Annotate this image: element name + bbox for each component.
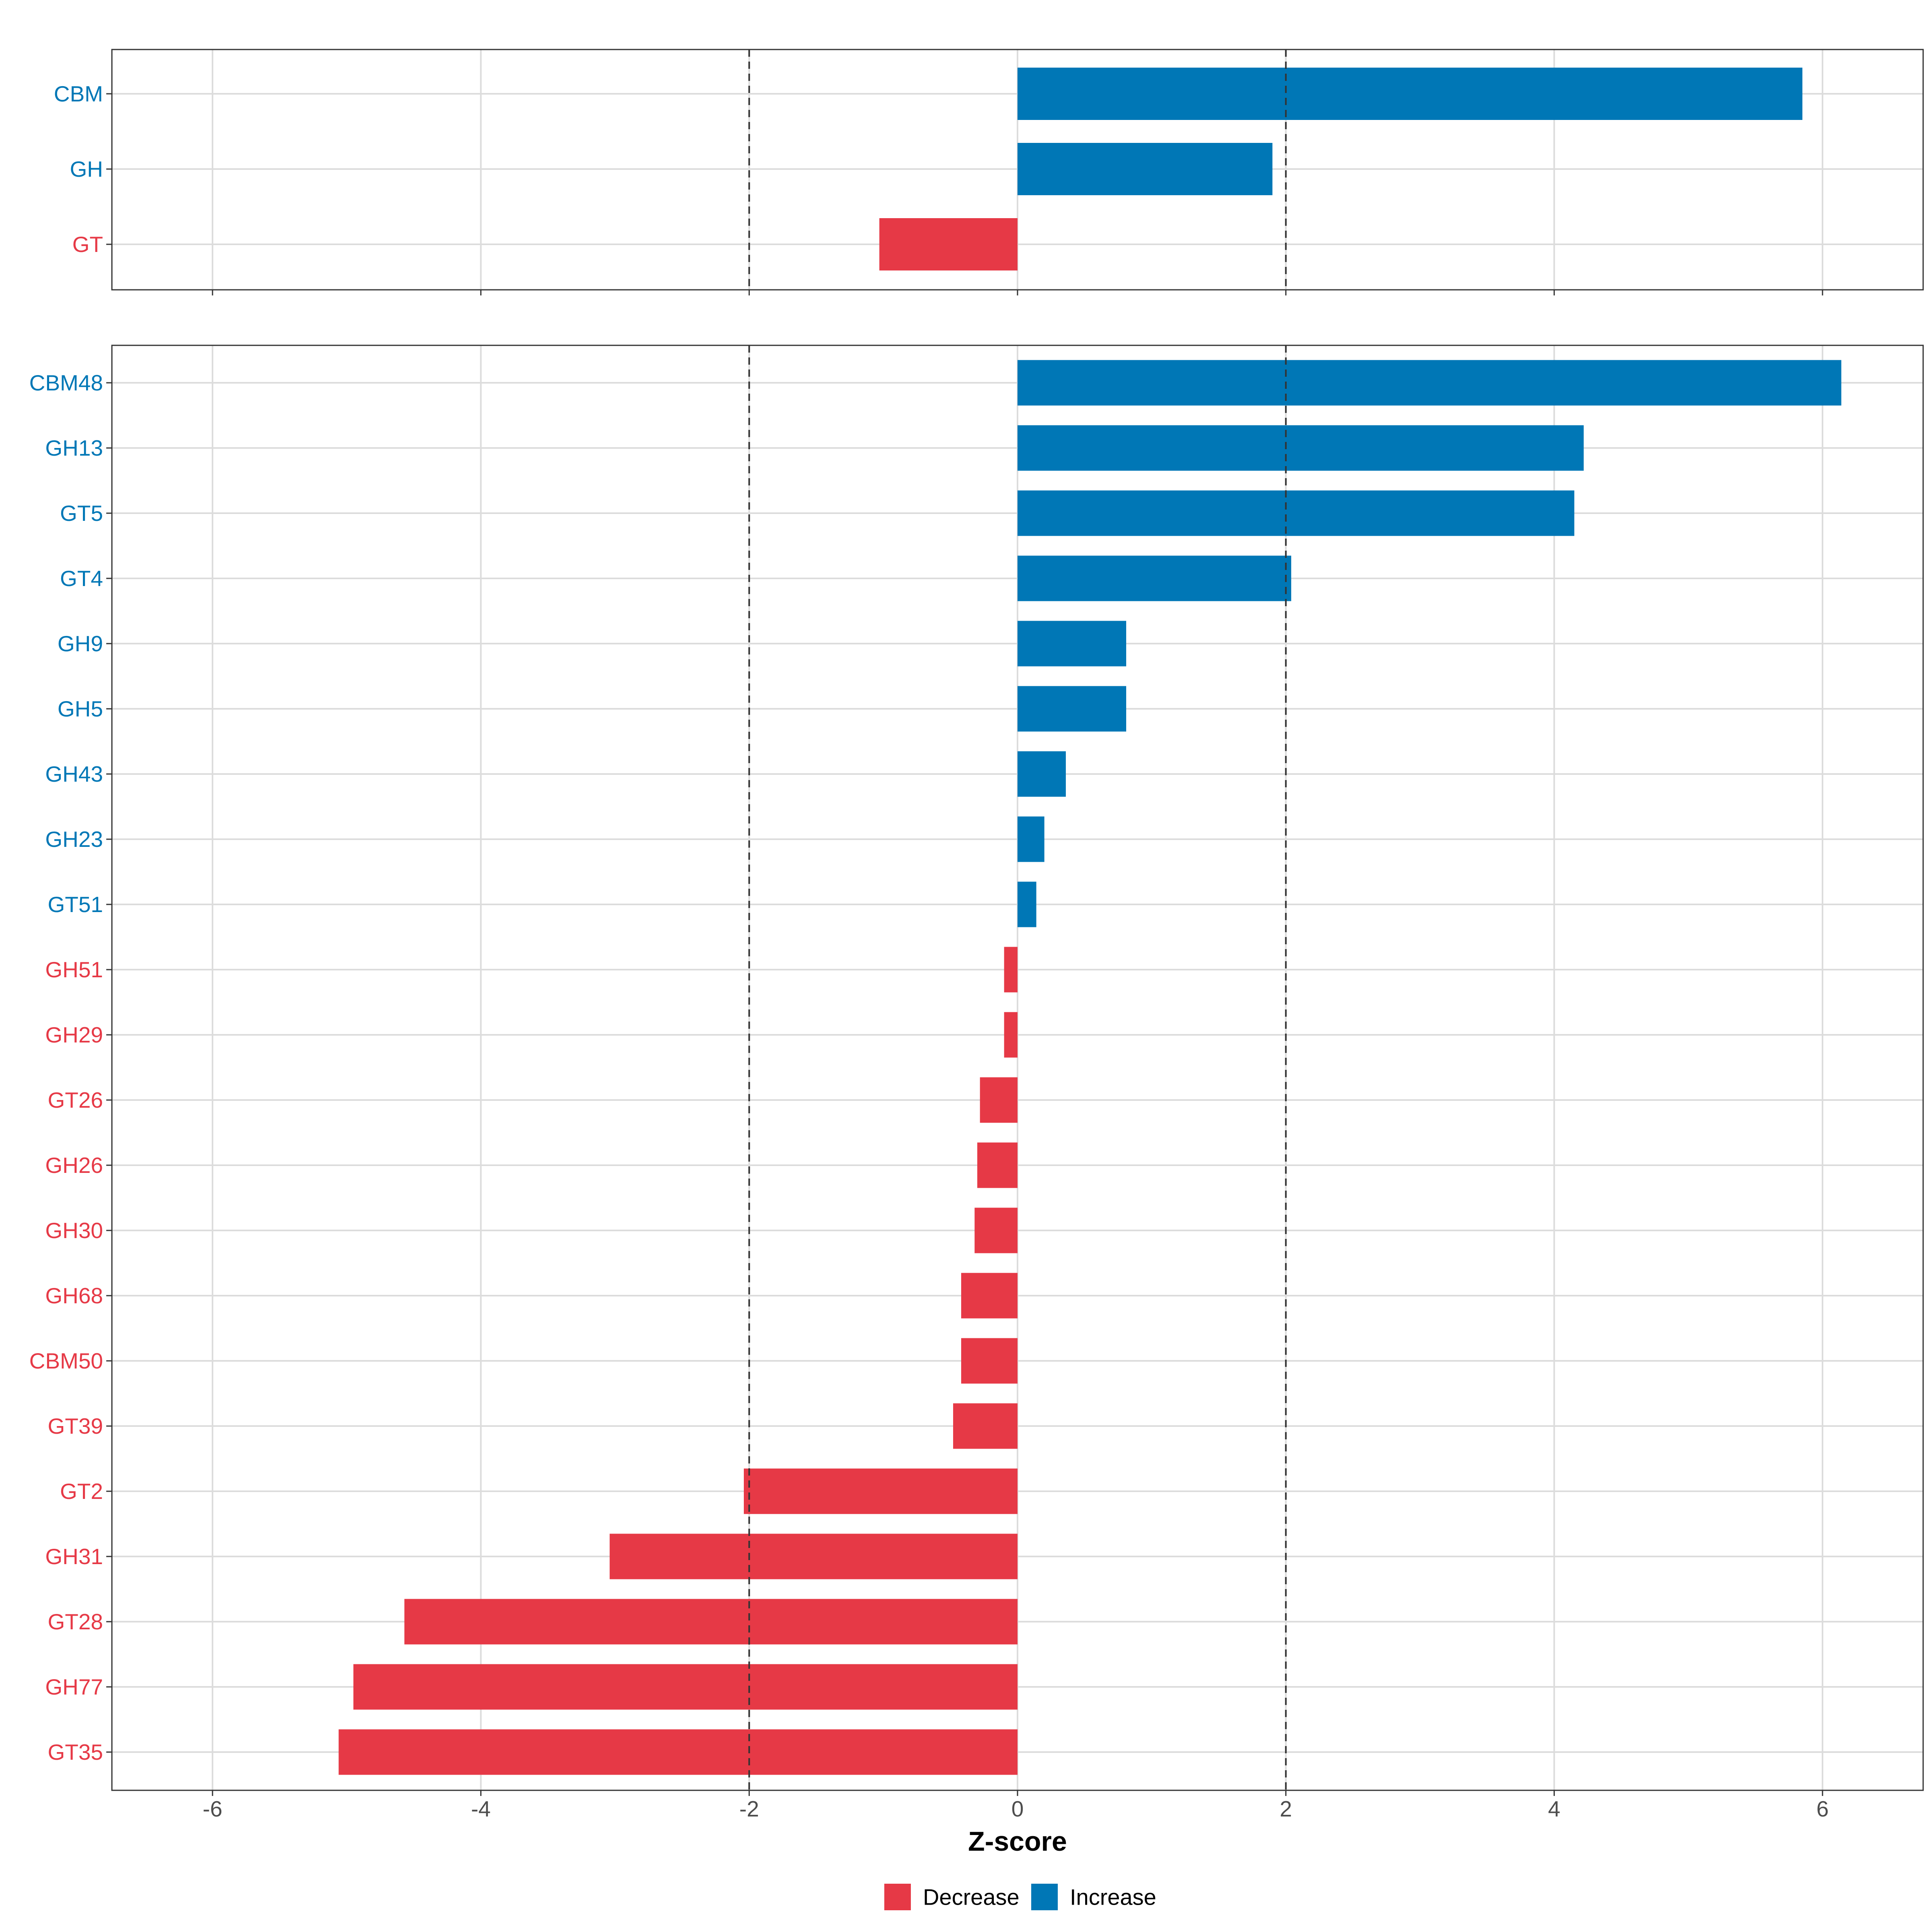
bar-gt2 [744,1468,1018,1514]
y-label-cbm50: CBM50 [29,1348,103,1373]
x-tick-label: -2 [739,1796,759,1821]
legend-swatch-increase [1031,1884,1058,1910]
y-label-gt35: GT35 [47,1740,103,1765]
y-label-gt39: GT39 [47,1414,103,1439]
y-label-gh68: GH68 [45,1283,103,1308]
y-label-gt5: GT5 [60,501,103,526]
bar-cbm [1018,68,1802,120]
y-label-gh77: GH77 [45,1674,103,1699]
bar-gt4 [1018,555,1291,601]
bar-gh51 [1004,947,1018,993]
bar-gh [1018,143,1273,195]
legend: Decrease Increase [884,1884,1156,1910]
y-label-gh29: GH29 [45,1022,103,1047]
bar-gt51 [1018,881,1036,927]
y-label-gh5: GH5 [58,696,103,721]
bar-gt [879,218,1018,270]
bar-gh43 [1018,751,1066,797]
bar-gh31 [609,1534,1018,1579]
bar-cbm50 [961,1338,1018,1384]
y-label-gt: GT [72,232,103,257]
legend-label-decrease: Decrease [923,1885,1020,1910]
top-panel-border [111,49,1924,291]
top-panel: CBM GH GT [54,49,1924,295]
bar-gh29 [1004,1012,1018,1058]
y-label-gh26: GH26 [45,1153,103,1178]
bar-cbm48 [1018,360,1841,406]
y-label-gh43: GH43 [45,762,103,786]
bar-gh77 [353,1664,1018,1710]
x-axis-title: Z-score [968,1826,1067,1857]
bar-gh5 [1018,686,1126,732]
legend-label-increase: Increase [1070,1885,1156,1910]
y-label-gh30: GH30 [45,1218,103,1243]
x-tick-label: 6 [1816,1796,1829,1821]
bar-gh30 [974,1208,1018,1253]
y-label-gh31: GH31 [45,1544,103,1569]
bottom-panel-border [111,345,1924,1791]
bar-gt5 [1018,490,1575,536]
bar-gh23 [1018,816,1044,862]
bar-gh68 [961,1273,1018,1319]
y-label-cbm: CBM [54,81,103,106]
y-label-gt4: GT4 [60,566,103,591]
y-label-gh13: GH13 [45,436,103,460]
y-label-gt51: GT51 [47,892,103,917]
bar-gh9 [1018,621,1126,667]
x-tick-label: 4 [1548,1796,1560,1821]
x-tick-label: -4 [471,1796,491,1821]
bar-gt28 [404,1599,1018,1645]
y-label-gh9: GH9 [58,631,103,656]
x-tick-label: 2 [1280,1796,1292,1821]
bottom-panel: CBM48 GH13 GT5 GT4 GH9 GH5 GH43 GH23 GT51 GH51 GH2… [29,345,1924,1796]
y-label-gh: GH [70,157,103,182]
y-label-cbm48: CBM48 [29,370,103,395]
x-tick-label: 0 [1011,1796,1024,1821]
bar-gt39 [953,1403,1018,1449]
y-label-gh51: GH51 [45,957,103,982]
bar-gh13 [1018,425,1584,471]
y-label-gt26: GT26 [47,1088,103,1113]
bar-gt35 [339,1729,1018,1775]
bar-gt26 [980,1077,1018,1123]
x-axis: -6 -4 -2 0 2 4 6 [203,1796,1829,1821]
y-label-gt2: GT2 [60,1479,103,1504]
x-tick-label: -6 [203,1796,223,1821]
bar-gh26 [977,1142,1018,1188]
y-label-gt28: GT28 [47,1609,103,1634]
y-label-gh23: GH23 [45,827,103,852]
legend-swatch-decrease [884,1884,911,1910]
